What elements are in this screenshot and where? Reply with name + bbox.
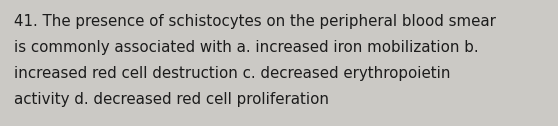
Text: increased red cell destruction c. decreased erythropoietin: increased red cell destruction c. decrea… [14,66,450,81]
Text: is commonly associated with a. increased iron mobilization b.: is commonly associated with a. increased… [14,40,479,55]
Text: 41. The presence of schistocytes on the peripheral blood smear: 41. The presence of schistocytes on the … [14,14,496,29]
Text: activity d. decreased red cell proliferation: activity d. decreased red cell prolifera… [14,92,329,107]
